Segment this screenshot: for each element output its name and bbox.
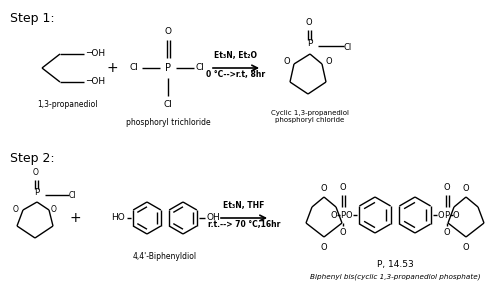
Text: +: + <box>69 211 81 225</box>
Text: Cl: Cl <box>163 100 172 109</box>
Text: O: O <box>325 57 332 66</box>
Text: Et₃N, Et₂O: Et₃N, Et₂O <box>214 51 257 60</box>
Text: Cl: Cl <box>195 63 204 72</box>
Text: P: P <box>165 63 171 73</box>
Text: O: O <box>462 184 468 193</box>
Text: O: O <box>452 210 458 219</box>
Text: O: O <box>330 210 337 219</box>
Text: +: + <box>106 61 118 75</box>
Text: 4,4'-Biphenyldiol: 4,4'-Biphenyldiol <box>133 252 197 261</box>
Text: O: O <box>283 57 290 66</box>
Text: P: P <box>35 188 40 197</box>
Text: Biphenyl bis(cyclic 1,3-propanediol phosphate): Biphenyl bis(cyclic 1,3-propanediol phos… <box>309 273 479 280</box>
Text: ─OH: ─OH <box>86 50 105 59</box>
Text: P: P <box>307 39 312 48</box>
Text: O: O <box>339 183 346 192</box>
Text: O: O <box>305 18 312 27</box>
Text: phosphoryl trichloride: phosphoryl trichloride <box>125 118 210 127</box>
Text: O: O <box>443 228 449 237</box>
Text: Cyclic 1,3-propanediol
phosphoryl chloride: Cyclic 1,3-propanediol phosphoryl chlori… <box>271 110 348 123</box>
Text: O: O <box>164 27 171 36</box>
Text: OH: OH <box>206 213 220 222</box>
Text: O: O <box>13 205 19 213</box>
Text: 0 °C-->r.t, 8hr: 0 °C-->r.t, 8hr <box>206 70 265 79</box>
Text: O: O <box>33 168 39 177</box>
Text: ─OH: ─OH <box>86 77 105 86</box>
Text: 1,3-propanediol: 1,3-propanediol <box>37 100 97 109</box>
Text: P, 14.53: P, 14.53 <box>376 260 412 269</box>
Text: O: O <box>443 183 449 192</box>
Text: Step 2:: Step 2: <box>10 152 55 165</box>
Text: Cl: Cl <box>343 43 352 53</box>
Text: r.t.--> 70 °C,16hr: r.t.--> 70 °C,16hr <box>207 220 280 229</box>
Text: O: O <box>320 184 327 193</box>
Text: P: P <box>443 210 449 219</box>
Text: O: O <box>345 210 352 219</box>
Text: P: P <box>340 210 345 219</box>
Text: Et₃N, THF: Et₃N, THF <box>223 201 264 210</box>
Text: O: O <box>462 243 468 252</box>
Text: Step 1:: Step 1: <box>10 12 55 25</box>
Text: O: O <box>51 205 57 213</box>
Text: HO: HO <box>111 213 125 222</box>
Text: O: O <box>339 228 346 237</box>
Text: Cl: Cl <box>69 191 76 201</box>
Text: Cl: Cl <box>129 63 138 72</box>
Text: O: O <box>320 243 327 252</box>
Text: O: O <box>437 210 443 219</box>
